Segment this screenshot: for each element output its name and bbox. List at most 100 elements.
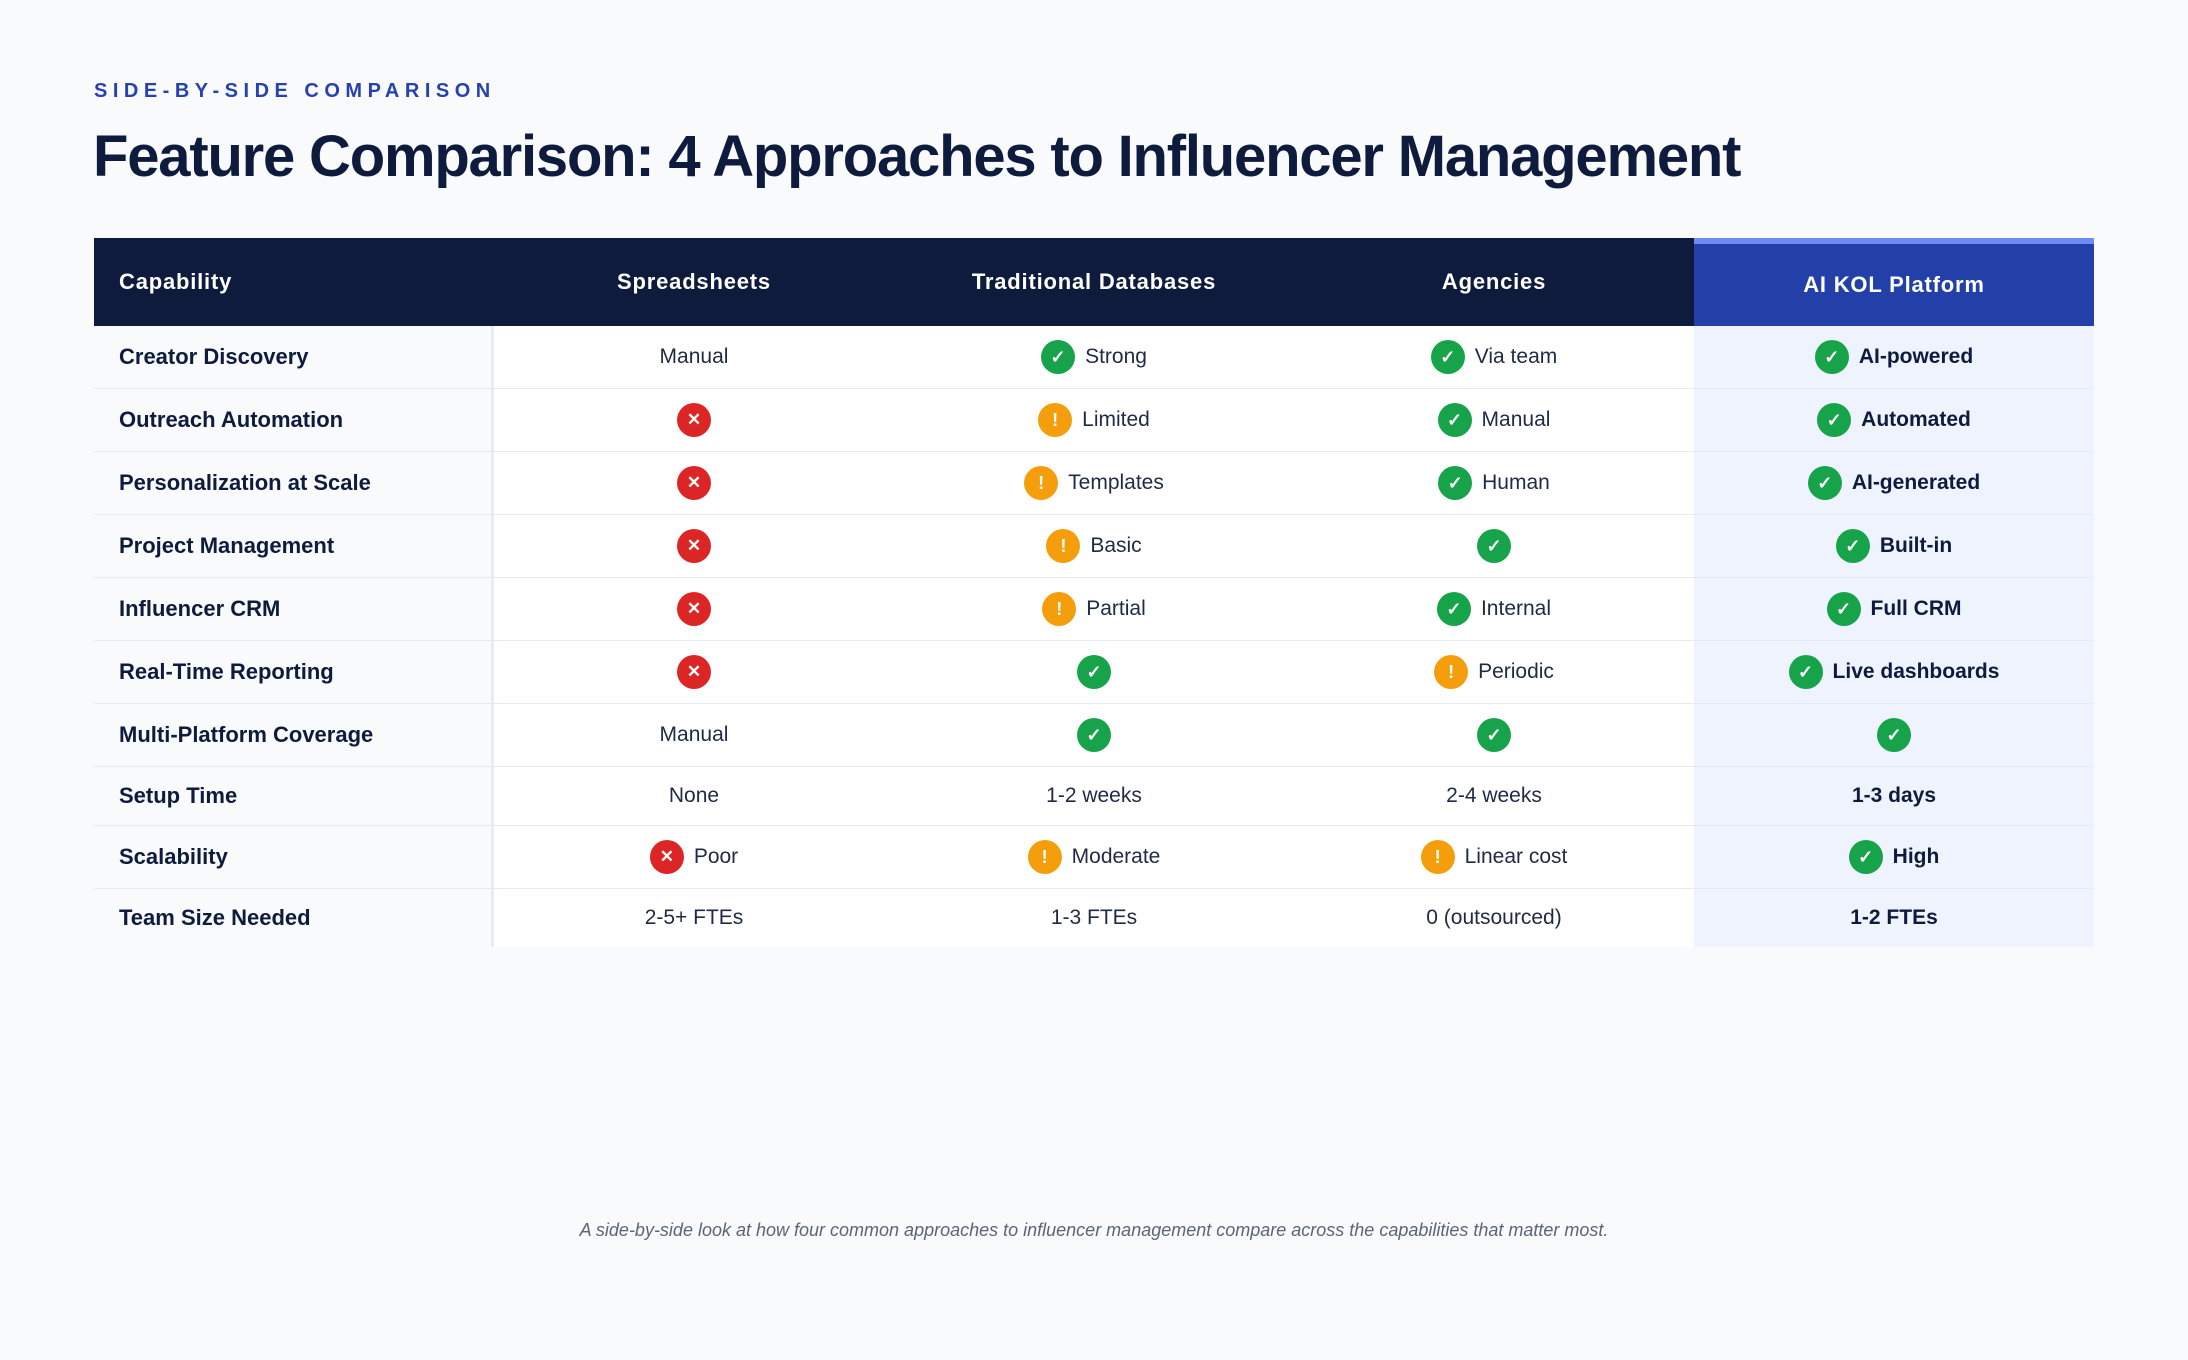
warning-circle-icon: ! bbox=[1042, 592, 1077, 626]
table-cell: ✓ bbox=[1294, 704, 1694, 766]
cell-text: Partial bbox=[1086, 597, 1146, 620]
table-cell: Manual bbox=[494, 326, 894, 388]
check-circle-icon: ✓ bbox=[1848, 840, 1883, 874]
table-cell: ✓ AI-powered bbox=[1694, 326, 2094, 388]
cell-text: None bbox=[668, 784, 720, 807]
table-cell: 1-3 days bbox=[1694, 767, 2094, 825]
capability-label: Personalization at Scale bbox=[94, 452, 494, 514]
capability-label: Influencer CRM bbox=[94, 578, 494, 640]
x-circle-icon: ✕ bbox=[677, 529, 711, 563]
cell-text: Via team bbox=[1474, 345, 1558, 368]
check-circle-icon: ✓ bbox=[1438, 466, 1473, 500]
table-cell: ! Moderate bbox=[894, 826, 1294, 888]
cell-text: Manual bbox=[1481, 408, 1551, 431]
comparison-table: Capability Spreadsheets Traditional Data… bbox=[94, 238, 2094, 947]
check-circle-icon: ✓ bbox=[1477, 529, 1511, 563]
cell-text: AI-powered bbox=[1858, 345, 1974, 368]
cell-text: Moderate bbox=[1071, 845, 1161, 868]
cell-text: Basic bbox=[1090, 534, 1142, 557]
warning-circle-icon: ! bbox=[1046, 529, 1081, 563]
table-row: Personalization at Scale ✕ ! Templates ✓ Huma… bbox=[94, 452, 2094, 515]
capability-label: Project Management bbox=[94, 515, 494, 577]
table-row: Scalability ✕ Poor ! Moderate! Linear cost ✓ Hi… bbox=[94, 826, 2094, 889]
table-cell: 2-5+ FTEs bbox=[494, 889, 894, 947]
table-cell: ✓ bbox=[1294, 515, 1694, 577]
table-cell: 1-2 weeks bbox=[894, 767, 1294, 825]
cell-text: AI-generated bbox=[1851, 471, 1981, 494]
check-circle-icon: ✓ bbox=[1788, 655, 1823, 689]
table-cell: ✕ Poor bbox=[494, 826, 894, 888]
cell-text: Live dashboards bbox=[1832, 660, 2000, 683]
check-circle-icon: ✓ bbox=[1835, 529, 1870, 563]
table-cell: ✓ bbox=[894, 641, 1294, 703]
x-circle-icon: ✕ bbox=[649, 840, 684, 874]
cell-text: Manual bbox=[659, 723, 729, 746]
x-circle-icon: ✕ bbox=[677, 592, 711, 626]
warning-circle-icon: ! bbox=[1434, 655, 1469, 689]
header-ai-kol-platform: AI KOL Platform bbox=[1694, 238, 2094, 326]
table-cell: 1-3 FTEs bbox=[894, 889, 1294, 947]
header-capability: Capability bbox=[119, 269, 233, 294]
table-cell: ! Periodic bbox=[1294, 641, 1694, 703]
table-cell: 1-2 FTEs bbox=[1694, 889, 2094, 947]
table-cell: ! Templates bbox=[894, 452, 1294, 514]
table-cell: 0 (outsourced) bbox=[1294, 889, 1694, 947]
table-row: Project Management ✕! Basic ✓ ✓ Built-in bbox=[94, 515, 2094, 578]
table-row: Influencer CRM ✕! Partial ✓ Internal ✓ Full CR… bbox=[94, 578, 2094, 641]
capability-label: Setup Time bbox=[94, 767, 494, 825]
cell-text: 1-2 weeks bbox=[1046, 784, 1142, 807]
check-circle-icon: ✓ bbox=[1477, 718, 1511, 752]
caption: A side-by-side look at how four common a… bbox=[579, 1220, 1609, 1240]
table-cell: ! Partial bbox=[894, 578, 1294, 640]
cell-text: Strong bbox=[1085, 345, 1147, 368]
table-cell: ✓ Via team bbox=[1294, 326, 1694, 388]
x-circle-icon: ✕ bbox=[677, 466, 711, 500]
cell-text: 2-5+ FTEs bbox=[644, 906, 744, 929]
check-circle-icon: ✓ bbox=[1877, 718, 1911, 752]
eyebrow-label: SIDE-BY-SIDE COMPARISON bbox=[94, 80, 496, 102]
cell-text: 1-3 FTEs bbox=[1050, 906, 1138, 929]
check-circle-icon: ✓ bbox=[1041, 340, 1076, 374]
table-cell: ✓ Built-in bbox=[1694, 515, 2094, 577]
cell-text: 0 (outsourced) bbox=[1426, 906, 1562, 929]
table-cell: ✓ AI-generated bbox=[1694, 452, 2094, 514]
header-traditional-databases: Traditional Databases bbox=[971, 269, 1217, 294]
table-row: Team Size Needed 2-5+ FTEs 1-3 FTEs 0 (outs… bbox=[94, 889, 2094, 947]
cell-text: Internal bbox=[1480, 597, 1552, 620]
cell-text: Poor bbox=[693, 845, 739, 868]
table-cell: ✓ Full CRM bbox=[1694, 578, 2094, 640]
table-cell: Manual bbox=[494, 704, 894, 766]
table-cell: ✓ Manual bbox=[1294, 389, 1694, 451]
cell-text: Human bbox=[1482, 471, 1550, 494]
warning-circle-icon: ! bbox=[1038, 403, 1073, 437]
table-body: Creator Discovery Manual ✓ Strong ✓ Via team ✓… bbox=[94, 326, 2094, 947]
table-cell: ! Basic bbox=[894, 515, 1294, 577]
table-cell: ✓ Strong bbox=[894, 326, 1294, 388]
page-title: Feature Comparison: 4 Approaches to Infl… bbox=[93, 124, 1741, 189]
cell-text: High bbox=[1892, 845, 1940, 868]
table-row: Outreach Automation ✕ ! Limited ✓ Manual ✓ Auto… bbox=[94, 389, 2094, 452]
check-circle-icon: ✓ bbox=[1807, 466, 1842, 500]
table-cell: ✓ Automated bbox=[1694, 389, 2094, 451]
table-cell: ✓ Human bbox=[1294, 452, 1694, 514]
capability-label: Scalability bbox=[94, 826, 494, 888]
check-circle-icon: ✓ bbox=[1437, 403, 1472, 437]
table-cell: ! Limited bbox=[894, 389, 1294, 451]
capability-label: Outreach Automation bbox=[94, 389, 494, 451]
table-cell: ✕ bbox=[494, 641, 894, 703]
cell-text: Periodic bbox=[1478, 660, 1554, 683]
cell-text: Manual bbox=[659, 345, 729, 368]
check-circle-icon: ✓ bbox=[1817, 403, 1852, 437]
x-circle-icon: ✕ bbox=[677, 403, 711, 437]
header-agencies: Agencies bbox=[1441, 269, 1547, 294]
table-cell: ! Linear cost bbox=[1294, 826, 1694, 888]
capability-label: Multi-Platform Coverage bbox=[94, 704, 494, 766]
check-circle-icon: ✓ bbox=[1826, 592, 1861, 626]
table-row: Real-Time Reporting ✕ ✓! Periodic ✓ Live dash… bbox=[94, 641, 2094, 704]
table-cell: ✓ bbox=[894, 704, 1294, 766]
check-circle-icon: ✓ bbox=[1430, 340, 1465, 374]
cell-text: Full CRM bbox=[1870, 597, 1962, 620]
table-row: Setup Time None 1-2 weeks 2-4 weeks 1-3 days bbox=[94, 767, 2094, 826]
check-circle-icon: ✓ bbox=[1077, 718, 1111, 752]
check-circle-icon: ✓ bbox=[1436, 592, 1471, 626]
